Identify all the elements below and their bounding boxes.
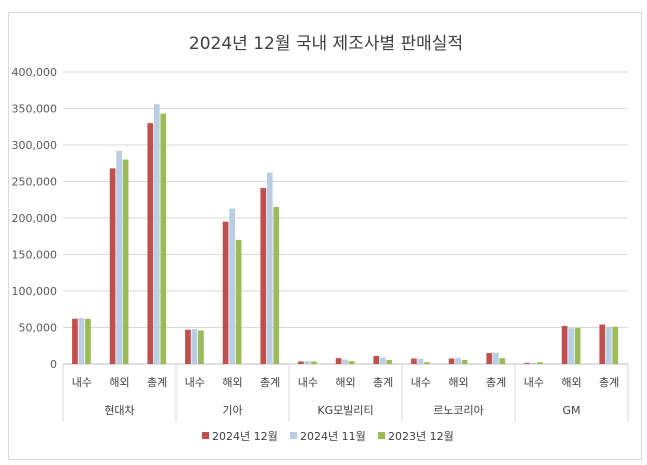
bar xyxy=(530,362,537,364)
category-label: 내수 xyxy=(185,376,205,389)
y-tick-label: 250,000 xyxy=(12,176,58,189)
bar xyxy=(273,207,280,364)
bar xyxy=(311,361,317,364)
bar xyxy=(147,123,154,364)
category-label: 총계 xyxy=(486,376,506,389)
bar xyxy=(235,239,242,364)
group-label: GM xyxy=(562,404,580,417)
bar xyxy=(574,327,581,364)
legend-label: 2023년 12월 xyxy=(388,430,454,443)
bar xyxy=(109,168,116,364)
bar xyxy=(461,359,468,364)
bar xyxy=(185,329,191,364)
bar xyxy=(537,362,543,364)
bar xyxy=(599,324,606,364)
group-label: 현대차 xyxy=(104,404,134,417)
bar xyxy=(116,150,122,364)
y-tick-label: 300,000 xyxy=(12,139,58,152)
bar xyxy=(524,362,530,364)
bar xyxy=(72,318,78,364)
legend-label: 2024년 12월 xyxy=(212,430,278,443)
bar xyxy=(568,328,574,364)
bar xyxy=(266,172,273,364)
bar xyxy=(153,104,160,365)
bar xyxy=(499,358,506,364)
category-label: 해외 xyxy=(109,375,129,389)
category-label: 해외 xyxy=(222,375,242,389)
bar xyxy=(373,355,380,364)
legend-swatch xyxy=(202,432,209,439)
category-label: 해외 xyxy=(448,375,468,389)
bar xyxy=(229,208,235,364)
y-tick-label: 400,000 xyxy=(12,66,58,79)
bar xyxy=(85,318,91,364)
category-label: 총계 xyxy=(147,376,167,389)
bar xyxy=(304,361,311,364)
category-label: 총계 xyxy=(373,376,393,389)
y-tick-label: 50,000 xyxy=(19,322,58,335)
bar xyxy=(417,358,424,364)
category-label: 내수 xyxy=(72,376,92,389)
chart-svg: 0 50,000 100,000 150,000 200,000 250,000 300,0… xyxy=(12,66,629,443)
bar xyxy=(492,352,499,364)
bar xyxy=(612,326,619,364)
bar xyxy=(605,326,612,364)
category-label: 해외 xyxy=(335,375,355,389)
group-label: 기아 xyxy=(222,404,242,417)
bar xyxy=(424,362,430,364)
category-label: 내수 xyxy=(411,376,431,389)
bar xyxy=(198,330,204,364)
legend-swatch xyxy=(378,432,385,439)
bar xyxy=(486,353,493,364)
legend-swatch xyxy=(290,432,297,439)
y-tick-label: 100,000 xyxy=(12,285,58,298)
bar xyxy=(348,361,355,364)
chart-frame: 2024년 12월 국내 제조사별 판매실적 0 50,000 100,000 150… xyxy=(8,12,642,460)
category-label: 내수 xyxy=(298,376,318,389)
bar xyxy=(78,318,85,364)
bar xyxy=(222,221,229,364)
category-label: 해외 xyxy=(561,375,581,389)
bar xyxy=(386,359,393,364)
bar xyxy=(160,113,167,364)
bar xyxy=(191,328,198,364)
bar xyxy=(411,358,417,364)
y-tick-label: 200,000 xyxy=(12,212,58,225)
bar xyxy=(122,159,129,364)
bar xyxy=(335,358,342,364)
bar xyxy=(342,359,348,364)
category-label: 총계 xyxy=(599,376,619,389)
bar xyxy=(379,357,386,364)
group-label: KG모빌리티 xyxy=(317,404,373,417)
bar xyxy=(561,326,568,364)
y-tick-label: 150,000 xyxy=(12,249,58,262)
chart-title: 2024년 12월 국내 제조사별 판매실적 xyxy=(188,34,464,54)
bar xyxy=(260,188,267,364)
category-label: 내수 xyxy=(524,376,544,389)
category-label: 총계 xyxy=(260,376,280,389)
bar xyxy=(448,358,455,364)
y-tick-label: 350,000 xyxy=(12,103,58,116)
y-tick-label: 0 xyxy=(50,358,57,371)
group-label: 르노코리아 xyxy=(433,404,484,417)
bar xyxy=(455,357,461,364)
bar xyxy=(298,361,304,364)
legend-label: 2024년 11월 xyxy=(300,430,366,443)
